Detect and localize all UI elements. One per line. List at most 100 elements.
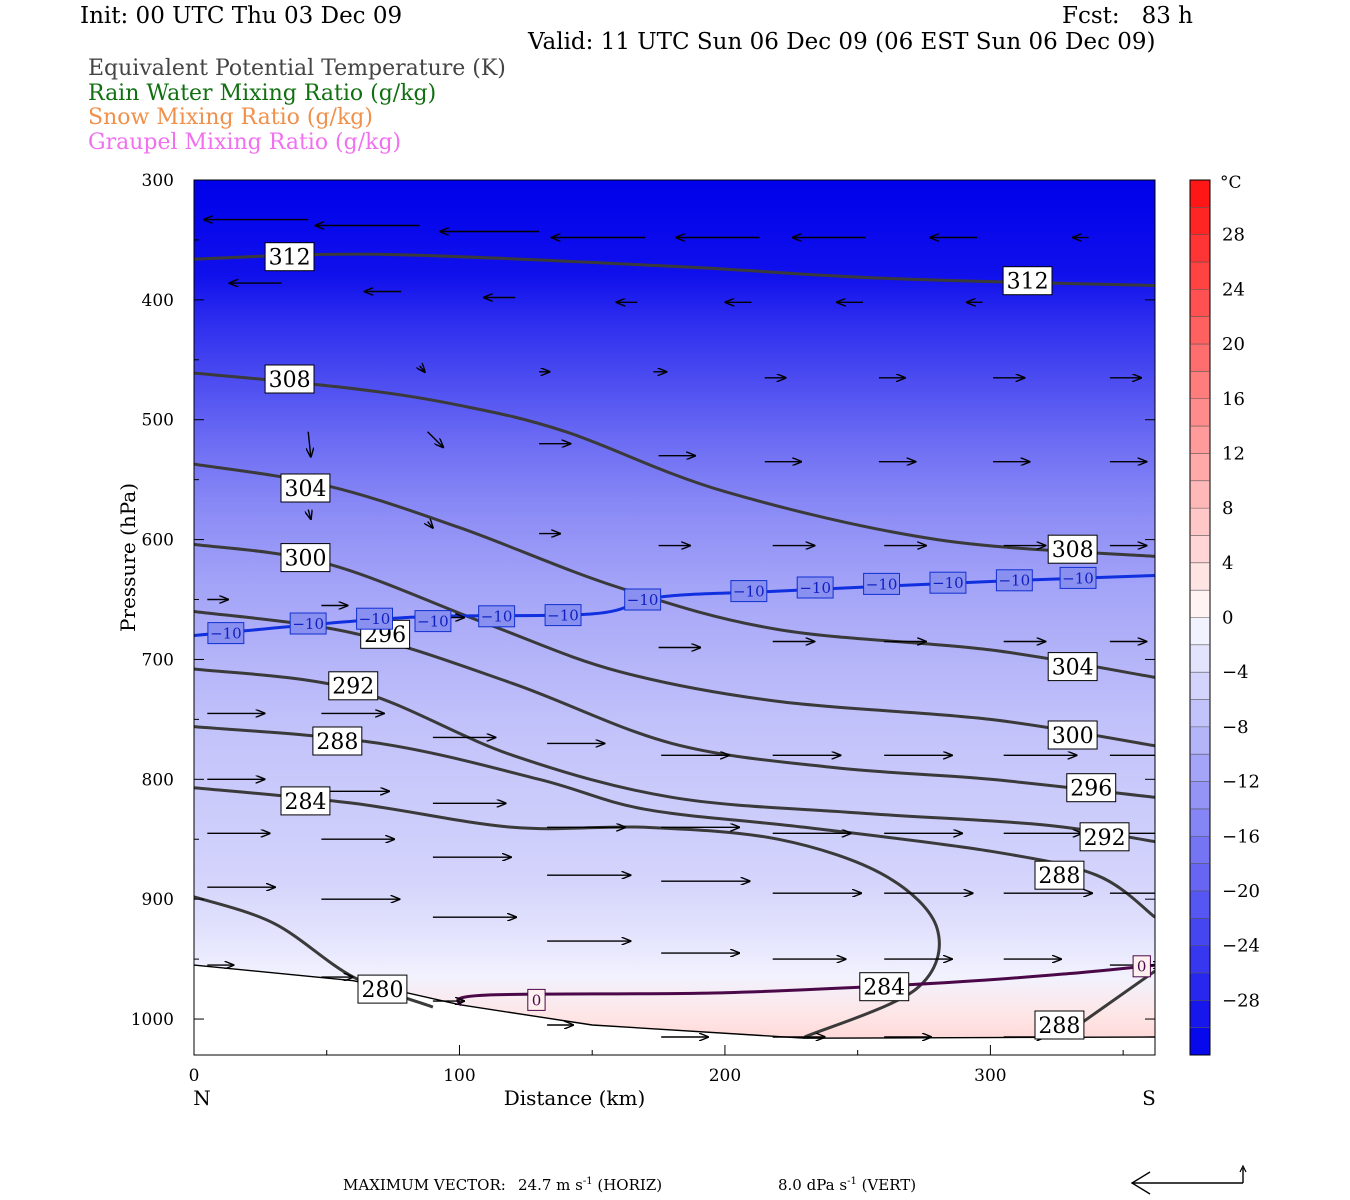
valid-time: Valid: 11 UTC Sun 06 Dec 09 (06 EST Sun …	[528, 29, 1156, 55]
theta-e-label: 292	[1079, 822, 1130, 852]
colorbar-swatch	[1190, 945, 1210, 974]
x-axis-label: Distance (km)	[504, 1086, 646, 1110]
y-tick-label: 800	[142, 770, 174, 790]
colorbar-tick-label: 4	[1222, 553, 1233, 574]
theta-e-label: 280	[357, 974, 408, 1004]
colorbar-tick-label: 8	[1222, 498, 1233, 519]
isotherm-minus10-label: −10	[1059, 566, 1097, 589]
isotherm-minus10-label: −10	[207, 622, 245, 645]
contour-labels: 3123123083083043043003002962962922922882…	[207, 242, 1151, 1040]
theta-e-label: 284	[859, 972, 910, 1002]
wind-vector	[428, 522, 433, 528]
isotherm-zero-line	[456, 963, 1155, 1007]
svg-text:0: 0	[532, 991, 542, 1009]
svg-text:−10: −10	[547, 607, 579, 625]
svg-text:−10: −10	[799, 579, 831, 597]
colorbar-swatch	[1190, 180, 1210, 208]
svg-text:−10: −10	[627, 591, 659, 609]
temperature-shading	[194, 180, 1155, 1055]
colorbar-swatch	[1190, 644, 1210, 673]
colorbar-tick-label: −8	[1222, 717, 1249, 738]
theta-e-contour-312	[194, 252, 1155, 287]
plot-frame	[193, 179, 1156, 1056]
temperature-field	[194, 180, 1155, 1055]
forecast-hour: Fcst: 83 h	[1062, 3, 1193, 29]
x-tick-label: 100	[443, 1066, 475, 1086]
colorbar-swatch	[1190, 508, 1210, 536]
colorbar-swatch	[1190, 836, 1210, 865]
theta-e-label: 304	[280, 473, 331, 503]
svg-text:280: 280	[362, 978, 404, 1003]
colorbar-tick-label: −28	[1222, 990, 1260, 1011]
colorbar-tick-label: 20	[1222, 334, 1245, 355]
isotherm-zero-label: 0	[527, 988, 546, 1011]
theta-e-label: 308	[1047, 534, 1098, 564]
colorbar-swatch	[1190, 617, 1210, 646]
colorbar-swatch	[1190, 398, 1210, 427]
wind-vector	[308, 431, 311, 457]
svg-text:288: 288	[316, 730, 358, 755]
svg-text:−10: −10	[481, 608, 513, 626]
wind-vector	[308, 510, 311, 519]
svg-text:−10: −10	[866, 575, 898, 593]
theta-e-contour-308	[194, 371, 1155, 558]
svg-text:−10: −10	[998, 572, 1030, 590]
isotherm-minus10-label: −10	[414, 610, 452, 633]
colorbar-swatch	[1190, 207, 1210, 236]
x-tick-label: 0	[189, 1066, 200, 1086]
colorbar-swatch	[1190, 426, 1210, 454]
svg-text:288: 288	[1038, 1014, 1080, 1039]
isotherm-zero-label: 0	[1132, 955, 1151, 978]
theta-e-label: 288	[1034, 860, 1085, 890]
colorbar-swatch	[1190, 863, 1210, 892]
colorbar-tick-label: 0	[1222, 608, 1233, 629]
svg-text:304: 304	[285, 477, 327, 502]
isotherm-minus10-label: −10	[730, 580, 768, 603]
isotherm-minus10-label: −10	[863, 572, 900, 595]
colorbar-swatch	[1190, 262, 1210, 290]
svg-text:−10: −10	[359, 610, 391, 628]
svg-text:300: 300	[1052, 724, 1094, 749]
colorbar-tick-label: −16	[1222, 826, 1260, 847]
colorbar-swatch	[1190, 535, 1210, 564]
colorbar-swatch	[1190, 453, 1210, 482]
wind-vectors	[204, 220, 1155, 1037]
svg-text:284: 284	[285, 790, 327, 815]
legend-rain: Rain Water Mixing Ratio (g/kg)	[88, 81, 437, 106]
x-tick-label: 300	[974, 1066, 1006, 1086]
colorbar-tick-label: 12	[1222, 443, 1245, 464]
colorbar-tick-label: −12	[1222, 772, 1260, 793]
svg-text:284: 284	[863, 976, 905, 1001]
y-tick-label: 900	[142, 890, 174, 910]
isotherm-minus10-label: −10	[929, 571, 967, 594]
svg-text:292: 292	[332, 675, 374, 700]
y-tick-label: 300	[142, 171, 174, 191]
terrain-fill	[194, 965, 1155, 1055]
svg-text:304: 304	[1052, 656, 1094, 681]
svg-text:312: 312	[1007, 270, 1049, 295]
colorbar-swatch	[1190, 480, 1210, 509]
svg-text:312: 312	[269, 246, 311, 271]
theta-e-label: 296	[1066, 773, 1117, 803]
legend-theta-e: Equivalent Potential Temperature (K)	[88, 56, 506, 81]
colorbar-tick-label: 28	[1222, 225, 1245, 246]
colorbar-swatch	[1190, 726, 1210, 755]
svg-text:292: 292	[1084, 826, 1126, 851]
legend-snow: Snow Mixing Ratio (g/kg)	[88, 105, 373, 130]
y-tick-label: 400	[142, 291, 174, 311]
isotherm-zero	[456, 963, 1155, 1007]
svg-text:−10: −10	[417, 613, 449, 631]
max-vector-label: MAXIMUM VECTOR:	[343, 1176, 506, 1194]
colorbar-swatch	[1190, 754, 1210, 783]
colorbar-unit: °C	[1220, 173, 1242, 193]
colorbar-swatch	[1190, 316, 1210, 345]
theta-e-contour-296	[194, 610, 1155, 799]
y-tick-label: 600	[142, 531, 174, 551]
colorbar-swatch	[1190, 344, 1210, 372]
svg-text:0: 0	[1137, 958, 1147, 976]
colorbar-tick-label: 24	[1222, 279, 1245, 300]
y-tick-label: 700	[142, 650, 174, 670]
svg-text:−10: −10	[1062, 569, 1094, 587]
svg-text:296: 296	[1070, 777, 1112, 802]
